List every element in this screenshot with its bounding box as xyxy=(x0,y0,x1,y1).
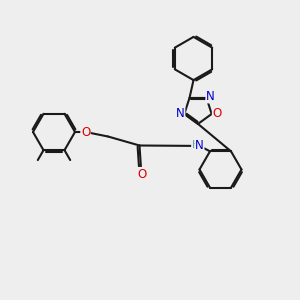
Text: N: N xyxy=(195,140,204,152)
Text: O: O xyxy=(81,125,90,139)
Text: O: O xyxy=(212,107,222,120)
Text: H: H xyxy=(192,140,200,150)
Text: N: N xyxy=(206,90,215,103)
Text: N: N xyxy=(176,107,185,120)
Text: O: O xyxy=(137,167,146,181)
